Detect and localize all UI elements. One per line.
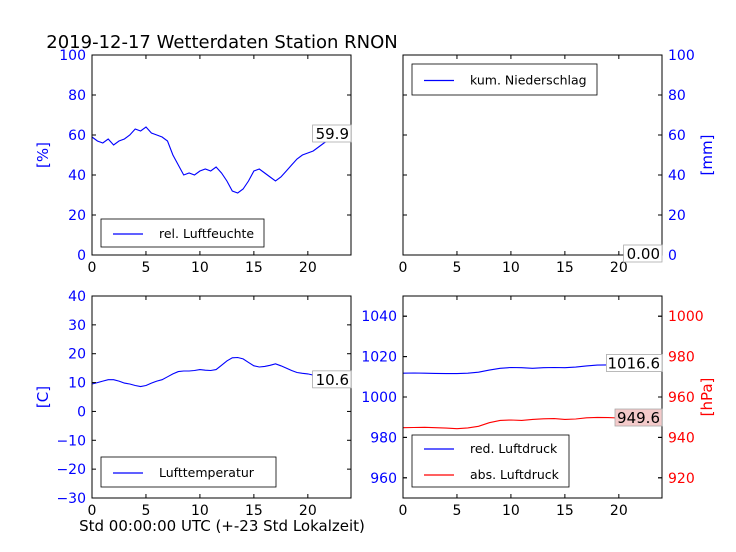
legend-label: red. Luftdruck (470, 441, 558, 456)
y-tick-label: 940 (668, 430, 695, 446)
y-tick-label: 40 (68, 289, 86, 305)
panel-pressure: 0 5 10 15 20 960 980 1000 1020 1040 920 940 960 980 10… (361, 295, 716, 519)
x-tick-label: 10 (502, 503, 520, 519)
y-tick-label: 0 (77, 404, 86, 420)
figure-title: 2019-12-17 Wetterdaten Station RNON (46, 32, 397, 53)
x-tick-label: 10 (502, 260, 520, 276)
y-tick-label: 60 (668, 128, 686, 144)
legend-label: Lufttemperatur (159, 465, 255, 480)
y-tick-label: 20 (668, 208, 686, 224)
last-value-label-box (312, 370, 352, 389)
last-value-label: 59.9 (316, 125, 349, 143)
last-value-label-left: 1016.6 (608, 354, 661, 372)
y-tick-label: −20 (56, 462, 86, 478)
panel-humidity: 0 5 10 15 20 0 20 40 60 80 100 [%] 59.9 rel. Luftfeuc… (34, 48, 352, 276)
x-tick-label: 20 (610, 503, 628, 519)
y-tick-label: 1000 (361, 390, 397, 406)
legend-box-humidity (100, 218, 265, 248)
y-tick-label: 100 (59, 48, 86, 64)
x-tick-label: 15 (556, 503, 574, 519)
y-tick-label: 960 (370, 471, 397, 487)
plot-frame-precipitation (402, 54, 663, 256)
legend-label: rel. Luftfeuchte (159, 226, 254, 241)
series-line-humidity-0 (91, 126, 351, 194)
panel-precipitation: 0 5 10 15 20 0 20 40 60 80 100 [mm] 0.00 kum. Nieders… (399, 48, 716, 276)
x-tick-label: 15 (556, 260, 574, 276)
legend-box-pressure (411, 434, 570, 488)
panel-temperature: 0 5 10 15 20 −30 −20 −10 0 10 20 30 40 [C] 10.6 Lufttem… (34, 289, 352, 519)
x-tick-label: 5 (452, 260, 461, 276)
last-value-label-box (623, 244, 663, 263)
y-axis-label: [C] (34, 386, 52, 408)
plot-frame-humidity (91, 54, 352, 256)
x-axis-caption: Std 00:00:00 UTC (+-23 Std Lokalzeit) (79, 517, 365, 535)
x-tick-label: 5 (452, 503, 461, 519)
x-tick-label: 20 (299, 503, 317, 519)
x-tick-label: 0 (399, 260, 408, 276)
x-tick-label: 5 (141, 260, 150, 276)
y-axis-label: [mm] (698, 135, 716, 176)
y-tick-label: 20 (68, 347, 86, 363)
plot-frame-temperature (91, 295, 352, 499)
y-tick-label: 920 (668, 471, 695, 487)
legend-box-precipitation (411, 63, 598, 96)
y-tick-label: 1020 (361, 350, 397, 366)
y-tick-label: 1000 (668, 309, 704, 325)
y-tick-label: 1040 (361, 309, 397, 325)
y-tick-label: 30 (68, 318, 86, 334)
x-tick-label: 10 (191, 260, 209, 276)
y-tick-label: 40 (668, 168, 686, 184)
legend-box-temperature (100, 456, 277, 488)
y-tick-label: 60 (68, 128, 86, 144)
y-tick-label: 80 (668, 88, 686, 104)
x-tick-label: 0 (399, 503, 408, 519)
y-tick-label: 0 (668, 248, 677, 264)
last-value-label-right: 949.6 (617, 409, 660, 427)
y-axis-label: [hPa] (698, 378, 716, 417)
x-tick-label: 15 (245, 503, 263, 519)
y-tick-label: 20 (68, 208, 86, 224)
y-tick-label: 100 (668, 48, 695, 64)
x-tick-label: 20 (299, 260, 317, 276)
last-value-label: 10.6 (316, 371, 349, 389)
y-tick-label: 0 (77, 248, 86, 264)
x-tick-label: 15 (245, 260, 263, 276)
y-tick-label: 980 (668, 350, 695, 366)
y-tick-label: 40 (68, 168, 86, 184)
legend-label: kum. Niederschlag (470, 73, 587, 88)
last-value-label: 0.00 (627, 245, 660, 263)
y-tick-label: −10 (56, 433, 86, 449)
x-tick-label: 0 (88, 260, 97, 276)
last-value-label-left-box (606, 354, 663, 372)
last-value-label-box (312, 124, 352, 143)
x-tick-label: 0 (88, 503, 97, 519)
x-tick-label: 10 (191, 503, 209, 519)
x-tick-label: 20 (610, 260, 628, 276)
y-tick-label: 960 (668, 390, 695, 406)
last-value-label-right-box (614, 408, 663, 427)
y-tick-label: 980 (370, 430, 397, 446)
x-tick-label: 5 (141, 503, 150, 519)
series-line-temperature-0 (91, 356, 351, 388)
y-tick-label: −30 (56, 491, 86, 507)
legend-label: abs. Luftdruck (470, 467, 560, 482)
y-tick-label: 80 (68, 88, 86, 104)
y-axis-label: [%] (34, 142, 52, 168)
y-tick-label: 10 (68, 376, 86, 392)
